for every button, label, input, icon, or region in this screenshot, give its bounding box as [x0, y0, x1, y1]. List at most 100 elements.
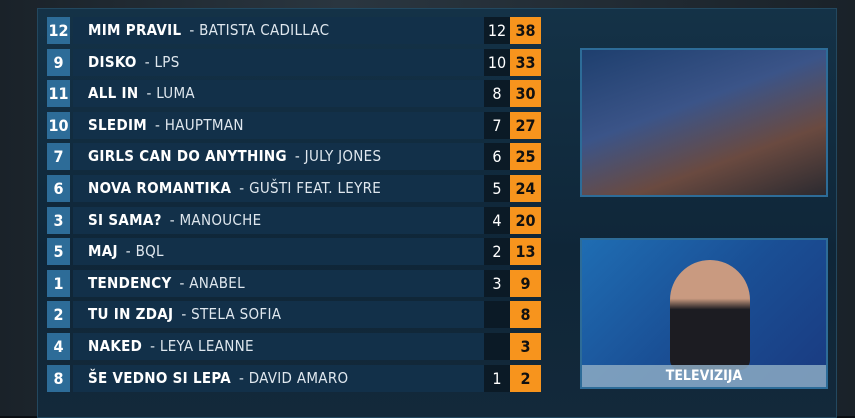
points-awarded: 8	[484, 80, 510, 108]
spokesperson-caption: TELEVIZIJA	[582, 365, 826, 387]
entry-bar	[73, 364, 484, 392]
entry-title: NOVA ROMANTIKA - GUŠTI FEAT. LEYRE	[88, 175, 381, 202]
artist-name: - STELA SOFIA	[181, 305, 282, 324]
running-order: 1	[47, 269, 70, 297]
spokesperson-video: TELEVIZIJA	[580, 238, 828, 389]
song-title: SI SAMA?	[88, 210, 162, 229]
points-awarded: 6	[484, 143, 510, 171]
total-score: 33	[510, 48, 541, 76]
points-awarded: 3	[484, 269, 510, 297]
entry-bar	[73, 80, 484, 108]
presenter-image	[670, 260, 750, 370]
song-title: ALL IN	[88, 84, 139, 103]
scoreboard-row: 2 TU IN ZDAJ - STELA SOFIA 8	[47, 301, 541, 329]
artist-name: - BATISTA CADILLAC	[189, 21, 330, 39]
entry-bar	[73, 333, 484, 360]
total-score: 38	[510, 17, 541, 44]
song-title: DISKO	[88, 52, 137, 71]
total-score: 25	[510, 143, 541, 171]
artist-text: ANABEL	[189, 273, 245, 292]
song-title: MIM PRAVIL	[88, 21, 182, 39]
scoreboard-row: 8 ŠE VEDNO SI LEPA - DAVID AMARO 1 2	[47, 364, 541, 392]
song-title: NAKED	[88, 337, 143, 355]
running-order: 10	[47, 111, 70, 139]
entry-title: MIM PRAVIL - BATISTA CADILLAC	[88, 17, 329, 44]
points-awarded: 10	[484, 48, 510, 76]
song-title: NOVA ROMANTIKA	[88, 179, 232, 197]
scoreboard-row: 1 TENDENCY - ANABEL 3 9	[47, 269, 541, 297]
entry-bar	[73, 269, 484, 297]
running-order: 9	[47, 48, 70, 76]
song-title: GIRLS CAN DO ANYTHING	[88, 147, 287, 166]
scoreboard-row: 9 DISKO - LPS 10 33	[47, 48, 541, 76]
scoreboard-row: 10 SLEDIM - HAUPTMAN 7 27	[47, 111, 541, 139]
total-score: 9	[510, 269, 541, 297]
entry-bar	[73, 17, 484, 44]
artist-name: - LUMA	[146, 84, 195, 103]
artist-name: - HAUPTMAN	[155, 115, 244, 134]
green-room-video	[580, 48, 828, 197]
running-order: 2	[47, 301, 70, 329]
running-order: 5	[47, 238, 70, 266]
entry-title: SI SAMA? - MANOUCHE	[88, 207, 261, 234]
entry-bar	[73, 238, 484, 266]
artist-text: GUŠTI FEAT. LEYRE	[249, 179, 382, 197]
entry-bar	[73, 48, 484, 76]
scoreboard-row: 5 MAJ - BQL 2 13	[47, 238, 541, 266]
total-score: 13	[510, 238, 541, 266]
entry-bar	[73, 111, 484, 139]
running-order: 4	[47, 333, 70, 360]
scoreboard-row: 12 MIM PRAVIL - BATISTA CADILLAC 12 38	[47, 17, 541, 44]
entry-bar	[73, 175, 484, 202]
artist-text: JULY JONES	[304, 147, 382, 166]
artist-name: - BQL	[125, 242, 164, 261]
artist-text: HAUPTMAN	[164, 115, 244, 134]
artist-name: - DAVID AMARO	[238, 368, 349, 387]
running-order: 8	[47, 364, 70, 392]
total-score: 24	[510, 175, 541, 202]
total-score: 8	[510, 301, 541, 329]
song-title: ŠE VEDNO SI LEPA	[88, 368, 231, 387]
total-score: 30	[510, 80, 541, 108]
total-score: 27	[510, 111, 541, 139]
song-title: MAJ	[88, 242, 118, 261]
points-awarded	[484, 333, 510, 360]
total-score: 20	[510, 206, 541, 234]
song-title: SLEDIM	[88, 115, 147, 134]
running-order: 3	[47, 206, 70, 234]
entry-title: ŠE VEDNO SI LEPA - DAVID AMARO	[88, 365, 348, 392]
artist-text: STELA SOFIA	[191, 305, 282, 324]
entry-title: SLEDIM - HAUPTMAN	[88, 112, 244, 139]
points-awarded: 7	[484, 111, 510, 139]
artist-text: BQL	[135, 242, 164, 261]
scoreboard-row: 4 NAKED - LEYA LEANNE 3	[47, 333, 541, 360]
scoreboard-row: 11 ALL IN - LUMA 8 30	[47, 80, 541, 108]
scoreboard-row: 6 NOVA ROMANTIKA - GUŠTI FEAT. LEYRE 5 24	[47, 175, 541, 202]
entry-title: GIRLS CAN DO ANYTHING - JULY JONES	[88, 143, 381, 170]
entry-bar	[73, 143, 484, 171]
artist-name: - MANOUCHE	[169, 210, 262, 229]
entry-title: TU IN ZDAJ - STELA SOFIA	[88, 301, 281, 328]
running-order: 7	[47, 143, 70, 171]
running-order: 11	[47, 80, 70, 108]
points-awarded: 2	[484, 238, 510, 266]
artist-name: - LPS	[144, 52, 180, 71]
entry-bar	[73, 206, 484, 234]
total-score: 3	[510, 333, 541, 360]
song-title: TENDENCY	[88, 273, 172, 292]
song-title: TU IN ZDAJ	[88, 305, 174, 324]
artist-text: LPS	[154, 52, 180, 71]
points-awarded: 12	[484, 17, 510, 44]
artist-text: BATISTA CADILLAC	[199, 21, 330, 39]
points-awarded: 4	[484, 206, 510, 234]
points-awarded	[484, 301, 510, 329]
entry-title: TENDENCY - ANABEL	[88, 270, 245, 297]
artist-name: - LEYA LEANNE	[150, 337, 254, 355]
artist-text: LEYA LEANNE	[159, 337, 254, 355]
points-awarded: 5	[484, 175, 510, 202]
artist-text: MANOUCHE	[179, 210, 262, 229]
points-awarded: 1	[484, 364, 510, 392]
artist-name: - JULY JONES	[294, 147, 382, 166]
artist-text: DAVID AMARO	[248, 368, 349, 387]
